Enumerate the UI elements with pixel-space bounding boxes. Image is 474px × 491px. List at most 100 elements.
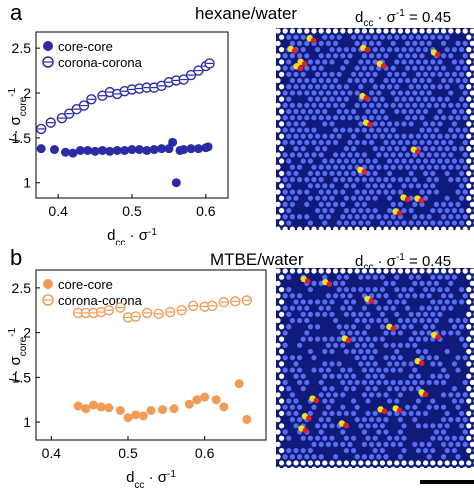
core-particle [340, 404, 346, 410]
core-particle [455, 164, 461, 170]
core-particle [372, 207, 378, 214]
core-particle [419, 65, 425, 71]
core-particle [369, 392, 375, 398]
core-particle [333, 77, 339, 84]
core-particle [412, 201, 418, 207]
core-particle [430, 84, 436, 90]
core-particle [311, 65, 317, 71]
core-particle [419, 379, 425, 386]
core-particle [318, 201, 324, 207]
core-particle [426, 65, 432, 71]
edge-particle [282, 268, 288, 274]
core-particle [419, 90, 425, 96]
core-particle [444, 423, 450, 429]
edge-particle [441, 466, 446, 468]
x-tick-label: 0.6 [195, 445, 215, 461]
core-particle [426, 330, 432, 336]
edge-particle [434, 466, 439, 468]
core-particle [293, 373, 299, 379]
core-particle [297, 127, 303, 133]
core-particle [383, 53, 389, 59]
y-axis-label: l · σcore-1 [7, 87, 29, 142]
core-particle [412, 164, 418, 170]
core-particle [336, 71, 342, 77]
core-particle [351, 108, 357, 115]
core-particle [307, 299, 313, 305]
data-point-core-core [68, 148, 78, 158]
edge-particle [279, 133, 285, 139]
core-particle [347, 77, 353, 84]
core-particle [289, 454, 295, 460]
core-particle [401, 324, 407, 330]
core-particle [361, 201, 367, 207]
core-particle [282, 152, 288, 158]
core-particle [408, 324, 414, 330]
core-particle [444, 71, 450, 77]
core-particle [354, 152, 360, 158]
edge-particle [279, 410, 285, 417]
core-particle [390, 441, 396, 447]
edge-particle [333, 466, 338, 468]
core-particle [387, 207, 393, 214]
core-particle [354, 65, 360, 71]
core-particle [369, 342, 375, 348]
core-particle [426, 441, 432, 447]
core-particle [412, 115, 418, 121]
core-particle [300, 373, 306, 379]
edge-particle [276, 189, 281, 195]
core-particle [297, 90, 303, 96]
edge-particle [466, 398, 472, 404]
core-particle [401, 46, 407, 53]
core-particle [405, 65, 411, 71]
core-particle [394, 146, 400, 152]
core-particle [343, 386, 349, 392]
core-particle [282, 342, 288, 348]
core-particle [444, 34, 450, 40]
core-particle [397, 53, 403, 59]
core-particle [354, 201, 360, 207]
core-particle [397, 293, 403, 299]
edge-particle [279, 34, 285, 40]
defect-particle [435, 334, 441, 340]
edge-particle [466, 286, 472, 293]
core-particle [405, 53, 411, 59]
core-particle [437, 373, 443, 379]
defect-particle [310, 37, 317, 44]
edge-particle [469, 417, 474, 423]
core-particle [383, 293, 389, 299]
core-particle [444, 299, 450, 305]
core-particle [401, 183, 407, 189]
core-particle [415, 447, 421, 454]
core-particle [304, 53, 310, 59]
core-particle [459, 299, 465, 305]
core-particle [419, 189, 425, 195]
core-particle [361, 379, 367, 386]
core-particle [354, 404, 360, 410]
core-particle [401, 299, 407, 305]
core-particle [325, 293, 331, 299]
core-particle [394, 46, 400, 53]
edge-particle [318, 28, 324, 34]
core-particle [365, 373, 371, 379]
core-particle [361, 214, 367, 220]
edge-particle [347, 226, 353, 230]
edge-particle [276, 53, 281, 59]
core-particle [383, 177, 389, 183]
core-particle [419, 53, 425, 59]
core-particle [387, 220, 393, 226]
edge-particle [279, 108, 285, 115]
data-point-core-core [158, 405, 167, 415]
core-particle [408, 96, 414, 102]
core-particle [329, 183, 335, 189]
core-particle [322, 121, 328, 127]
edge-particle [469, 454, 474, 460]
edge-particle [362, 466, 367, 468]
core-particle [462, 417, 468, 423]
core-particle [304, 317, 310, 324]
core-particle [430, 34, 436, 40]
core-particle [358, 220, 364, 226]
core-particle [315, 96, 321, 102]
edge-particle [415, 460, 421, 466]
core-particle [444, 96, 450, 102]
defect-particle [414, 148, 421, 155]
